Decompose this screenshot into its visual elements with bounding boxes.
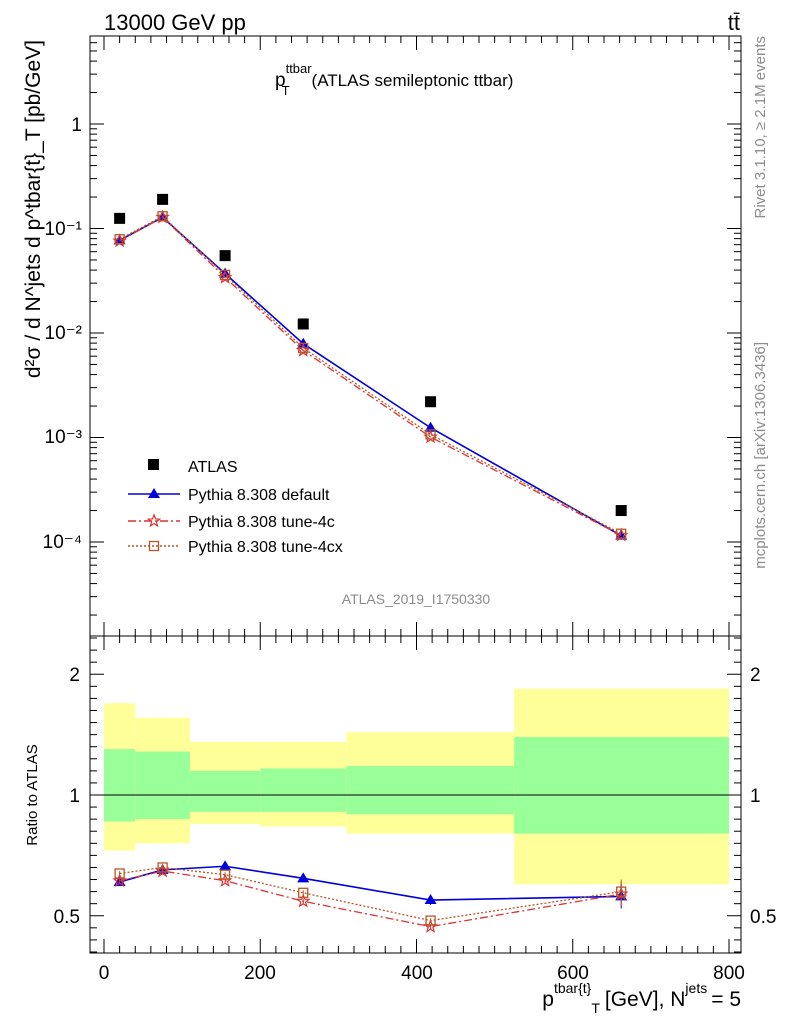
series-line-2 [119, 216, 622, 536]
band-inner-5 [514, 737, 729, 834]
ytick-label-0.0001: 10⁻⁴ [43, 532, 82, 553]
ratio-point-1-0 [112, 873, 127, 887]
main-y-axis-label: d²σ / d N^jets d p^tbar{t}_T [pb/GeV] [22, 40, 45, 378]
ratio-ytick-right-2: 2 [750, 665, 761, 686]
ratio-point-2-4 [425, 915, 436, 926]
ratio-y-axis-label: Ratio to ATLAS [24, 744, 41, 845]
data-point-3-5 [616, 528, 627, 539]
legend: ATLAS Pythia 8.308 default Pythia 8.308 … [128, 459, 343, 556]
rivet-label: Rivet 3.1.10, ≥ 2.1M events [752, 36, 769, 219]
data-point-0-2 [219, 250, 231, 262]
xlabel-tail: = 5 [711, 988, 741, 1011]
legend-label-default: Pythia 8.308 default [188, 487, 330, 504]
ratio-bands [104, 688, 729, 885]
ratio-point-2-5 [616, 886, 627, 897]
data-point-3-2 [219, 269, 231, 281]
ratio-line-2 [119, 866, 622, 922]
data-point-0-3 [297, 318, 309, 330]
data-point-3-3 [298, 342, 309, 354]
xlabel-main: p [542, 988, 554, 1011]
ratio-axis-ticks [90, 636, 741, 953]
xtick-label-800: 800 [713, 963, 745, 984]
band-inner-3 [260, 768, 347, 812]
legend-label-tune-4c: Pythia 8.308 tune-4c [188, 514, 335, 531]
mcplots-label: mcplots.cern.ch [arXiv:1306.3436] [752, 342, 769, 569]
main-axis-ticks [90, 36, 741, 636]
xtick-label-400: 400 [401, 963, 433, 984]
ratio-point-0-2 [219, 860, 232, 871]
ratio-point-1-3 [295, 893, 311, 908]
ratio-point-2-1 [157, 862, 168, 873]
ytick-label-1: 1 [71, 115, 82, 136]
ratio-ytick-right-0.5: 0.5 [750, 907, 776, 928]
ratio-line-0 [119, 865, 622, 901]
ratio-line-1 [119, 870, 622, 928]
series-line-1 [119, 216, 622, 537]
xlabel-rest: [GeV], N [605, 988, 686, 1011]
band-inner-1 [135, 751, 190, 820]
ytick-label-0.01: 10⁻² [45, 323, 83, 344]
ratio-ytick-0.5: 0.5 [54, 907, 80, 928]
legend-marker-atlas [148, 459, 159, 470]
data-point-0-0 [114, 212, 126, 224]
title-rest: (ATLAS semileptonic ttbar) [312, 71, 514, 90]
x-axis-label: ptbar{t} T [GeV], Njets = 5 [542, 980, 741, 1016]
process-label: tt̄ [728, 10, 740, 35]
ratio-ytick-1: 1 [69, 786, 80, 807]
data-point-0-1 [157, 193, 169, 205]
band-inner-2 [189, 770, 261, 812]
legend-marker-tune-4cx [148, 540, 160, 552]
xtick-label-600: 600 [557, 963, 589, 984]
analysis-label: ATLAS_2019_I1750330 [342, 591, 491, 607]
title-main: p [275, 70, 286, 91]
data-point-3-0 [114, 234, 125, 245]
title-sup: ttbar [286, 61, 313, 76]
legend-marker-default [148, 488, 160, 498]
legend-marker-tune-4c [146, 513, 162, 528]
ytick-label-0.001: 10⁻³ [45, 427, 83, 448]
energy-label: 13000 GeV pp [104, 10, 246, 35]
legend-label-atlas: ATLAS [188, 459, 238, 476]
ratio-point-2-0 [114, 868, 125, 879]
xtick-label-0: 0 [99, 963, 110, 984]
ratio-ytick-2: 2 [69, 665, 80, 686]
data-point-3-1 [157, 211, 168, 222]
ratio-point-2-2 [219, 869, 231, 880]
ratio-point-0-4 [424, 894, 437, 905]
main-title: pttbar T (ATLAS semileptonic ttbar) [275, 61, 513, 98]
ratio-data-layer [112, 860, 629, 933]
ratio-point-2-3 [298, 887, 309, 898]
main-data-layer [112, 193, 629, 542]
legend-label-tune-4cx: Pythia 8.308 tune-4cx [188, 539, 343, 556]
data-point-3-4 [425, 429, 436, 440]
xtick-label-200: 200 [244, 963, 276, 984]
title-sub: T [282, 83, 290, 98]
ratio-ytick-right-1: 1 [750, 786, 761, 807]
ratio-point-0-3 [297, 872, 310, 883]
data-point-0-4 [425, 396, 437, 408]
xlabel-sub: T [591, 1000, 600, 1016]
xlabel-sup: tbar{t} [554, 980, 592, 996]
data-point-1-4 [424, 421, 437, 432]
band-inner-0 [104, 749, 136, 822]
data-point-0-5 [615, 505, 627, 517]
ytick-label-0.1: 10⁻¹ [45, 219, 83, 240]
xlabel-sup2: jets [684, 980, 707, 996]
band-inner-4 [346, 766, 515, 815]
series-line-3 [119, 215, 622, 535]
